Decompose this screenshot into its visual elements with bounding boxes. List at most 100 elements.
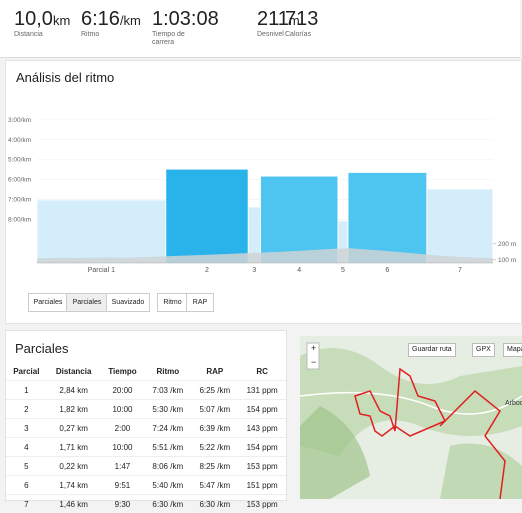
stat-number: 713 <box>285 8 318 30</box>
cell: 6 <box>6 476 47 495</box>
y-tick-label: 5:00/km <box>8 157 31 164</box>
stat-value: 6:16/km <box>81 8 151 31</box>
cell: 2:00 <box>101 419 145 438</box>
cell: 2,84 km <box>47 381 101 400</box>
stat-unit: /km <box>120 13 141 28</box>
cell: 151 ppm <box>238 476 286 495</box>
chart-button[interactable]: RAP <box>186 293 214 312</box>
cell: 5:22 /km <box>191 438 238 457</box>
cell: 153 ppm <box>238 457 286 476</box>
pace-bar <box>427 189 492 263</box>
cell: 153 ppm <box>238 495 286 513</box>
cell: 6:30 /km <box>144 495 191 513</box>
cell: 0,22 km <box>47 457 101 476</box>
y-tick-label: 3:00/km <box>8 117 31 124</box>
column-header: Ritmo <box>144 362 191 381</box>
x-tick-label: 6 <box>385 267 389 274</box>
cell: 10:00 <box>101 438 145 457</box>
cell: 1,46 km <box>47 495 101 513</box>
chart-button[interactable]: Suavizado <box>106 293 150 312</box>
map <box>300 336 522 499</box>
y2-tick-label: 200 m <box>498 241 516 248</box>
stat-unit: km <box>53 13 70 28</box>
cell: 5:40 /km <box>144 476 191 495</box>
cell: 1:47 <box>101 457 145 476</box>
chart-button[interactable]: Parciales <box>66 293 108 312</box>
column-header: Tiempo <box>101 362 145 381</box>
stat-value: 10,0km <box>14 8 84 31</box>
cell: 9:51 <box>101 476 145 495</box>
cell: 154 ppm <box>238 400 286 419</box>
y-tick-label: 7:00/km <box>8 196 31 203</box>
stat-label: Tiempo de carrera <box>152 31 200 47</box>
place-label: Arboc <box>505 400 522 407</box>
x-tick-label: 7 <box>458 267 462 274</box>
cell: 6:30 /km <box>191 495 238 513</box>
x-tick-label: 2 <box>205 267 209 274</box>
stat-label: Calorías <box>285 31 333 39</box>
column-header: Parcial <box>6 362 47 381</box>
pace-chart: 3:00/km4:00/km5:00/km6:00/km7:00/km8:00/… <box>0 60 522 275</box>
cell: 8:25 /km <box>191 457 238 476</box>
cell: 8:06 /km <box>144 457 191 476</box>
column-header: RAP <box>191 362 238 381</box>
y-tick-label: 6:00/km <box>8 177 31 184</box>
cell: 10:00 <box>101 400 145 419</box>
x-tick-label: 4 <box>297 267 301 274</box>
cell: 6:39 /km <box>191 419 238 438</box>
y-tick-label: 4:00/km <box>8 137 31 144</box>
zoom-out[interactable]: − <box>311 357 316 367</box>
stat-value: 713 <box>285 8 355 31</box>
cell: 5:51 /km <box>144 438 191 457</box>
cell: 4 <box>6 438 47 457</box>
splits-title: Parciales <box>15 341 68 356</box>
map-type[interactable]: Mapa <box>503 343 522 357</box>
cell: 20:00 <box>101 381 145 400</box>
x-tick-label: 5 <box>341 267 345 274</box>
cell: 154 ppm <box>238 438 286 457</box>
cell: 6:25 /km <box>191 381 238 400</box>
stat-label: Ritmo <box>81 31 129 39</box>
column-header: RC <box>238 362 286 381</box>
cell: 7 <box>6 495 47 513</box>
save-route[interactable]: Guardar ruta <box>408 343 456 357</box>
cell: 5 <box>6 457 47 476</box>
chart-button[interactable]: Ritmo <box>157 293 188 312</box>
cell: 1 <box>6 381 47 400</box>
cell: 1,74 km <box>47 476 101 495</box>
stat-number: 10,0 <box>14 8 53 30</box>
cell: 2 <box>6 400 47 419</box>
cell: 7:24 /km <box>144 419 191 438</box>
cell: 9:30 <box>101 495 145 513</box>
cell: 0,27 km <box>47 419 101 438</box>
stat-number: 1:03:08 <box>152 8 219 30</box>
cell: 5:07 /km <box>191 400 238 419</box>
pace-bar <box>166 170 247 263</box>
y2-tick-label: 100 m <box>498 257 516 264</box>
cell: 131 ppm <box>238 381 286 400</box>
cell: 1,71 km <box>47 438 101 457</box>
x-tick-label: Parcial 1 <box>88 267 115 274</box>
stat-label: Distancia <box>14 31 62 39</box>
zoom-in[interactable]: + <box>311 343 316 353</box>
cell: 5:30 /km <box>144 400 191 419</box>
pace-bar <box>38 200 166 263</box>
chart-button[interactable]: Parciales <box>28 293 68 312</box>
cell: 3 <box>6 419 47 438</box>
gpx-button[interactable]: GPX <box>472 343 495 357</box>
stat-number: 6:16 <box>81 8 120 30</box>
